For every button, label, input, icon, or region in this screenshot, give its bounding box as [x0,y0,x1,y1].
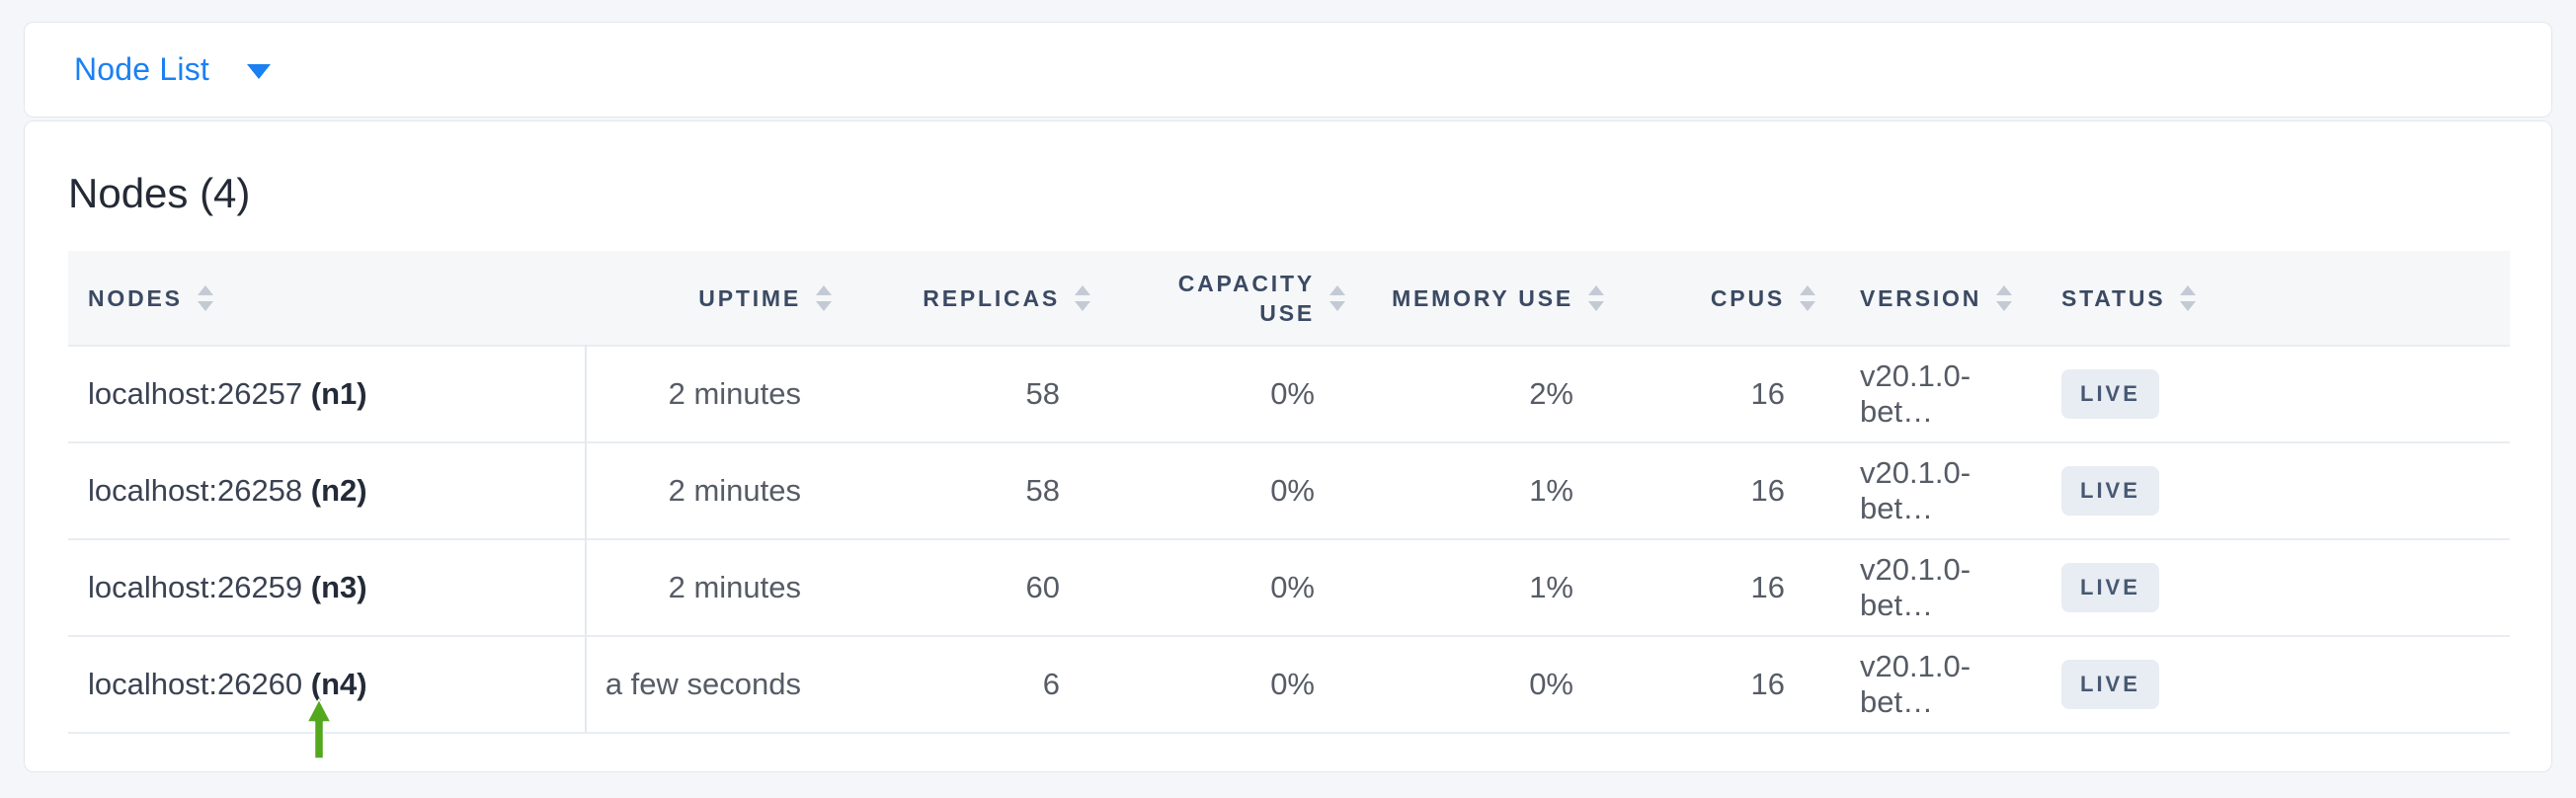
node-address: localhost:26260 [88,667,303,701]
sort-icon [1329,284,1345,311]
node-name: (n1) [310,376,367,411]
column-header-version[interactable]: VERSION [1840,251,2038,346]
replicas-cell: 60 [856,538,1115,636]
column-header-memory-use[interactable]: MEMORY USE [1370,251,1629,346]
sort-icon [1800,284,1815,311]
node-name: (n3) [310,570,367,604]
capacity-use-cell: 0% [1115,345,1370,442]
sort-icon [197,284,213,311]
replicas-cell: 6 [856,635,1115,734]
sort-icon [1588,284,1604,311]
column-header-cpus[interactable]: CPUS [1629,251,1840,346]
sort-icon [2180,284,2197,311]
sort-icon [1996,284,2013,311]
column-header-uptime[interactable]: UPTIME [586,251,856,346]
node-address-cell[interactable]: localhost:26260 (n4) [68,635,587,734]
status-badge: LIVE [2061,563,2159,612]
column-header-status[interactable]: STATUS [2038,251,2510,346]
table-row: localhost:26259 (n3) 2 minutes 60 0% 1% … [68,538,2510,636]
replicas-cell: 58 [856,345,1115,442]
memory-use-cell: 1% [1370,441,1629,539]
table-row: localhost:26260 (n4) a few seconds 6 0% … [68,635,2510,734]
version-cell: v20.1.0-bet… [1840,441,2038,539]
uptime-cell: 2 minutes [586,538,856,636]
version-cell: v20.1.0-bet… [1840,345,2038,442]
replicas-cell: 58 [856,441,1115,539]
status-cell: LIVE [2038,345,2510,442]
memory-use-cell: 1% [1370,538,1629,636]
nodes-card: Nodes (4) NODES UPTIME [24,120,2552,772]
cpus-cell: 16 [1629,345,1840,442]
cpus-cell: 16 [1629,441,1840,539]
view-selector-label: Node List [74,51,209,87]
node-address: localhost:26257 [88,376,303,411]
node-address: localhost:26258 [88,473,303,508]
status-badge: LIVE [2061,660,2159,709]
table-row: localhost:26258 (n2) 2 minutes 58 0% 1% … [68,441,2510,539]
sort-icon [816,284,832,311]
status-badge: LIVE [2061,466,2159,516]
capacity-use-cell: 0% [1115,538,1370,636]
page-title: Nodes (4) [68,170,251,216]
node-name: (n2) [310,473,367,508]
view-selector-dropdown[interactable]: Node List [24,22,2552,118]
sort-icon [1075,284,1090,311]
caret-down-icon [247,64,271,79]
memory-use-cell: 0% [1370,635,1629,734]
node-address-cell[interactable]: localhost:26257 (n1) [68,345,587,442]
cpus-cell: 16 [1629,635,1840,734]
version-cell: v20.1.0-bet… [1840,538,2038,636]
node-address-cell[interactable]: localhost:26259 (n3) [68,538,587,636]
nodes-table: NODES UPTIME REPLICAS [68,251,2510,734]
table-row: localhost:26257 (n1) 2 minutes 58 0% 2% … [68,345,2510,442]
uptime-cell: 2 minutes [586,441,856,539]
capacity-use-cell: 0% [1115,441,1370,539]
uptime-cell: 2 minutes [586,345,856,442]
column-header-nodes[interactable]: NODES [68,251,586,346]
column-header-capacity-use[interactable]: CAPACITY USE [1115,251,1370,346]
status-cell: LIVE [2038,538,2510,636]
node-address: localhost:26259 [88,570,303,604]
node-name: (n4) [310,667,367,701]
uptime-cell: a few seconds [586,635,856,734]
status-badge: LIVE [2061,369,2159,419]
cpus-cell: 16 [1629,538,1840,636]
annotation-arrow-up-icon [306,698,332,759]
status-cell: LIVE [2038,635,2510,734]
table-header-row: NODES UPTIME REPLICAS [68,251,2510,346]
node-address-cell[interactable]: localhost:26258 (n2) [68,441,587,539]
column-header-replicas[interactable]: REPLICAS [856,251,1115,346]
memory-use-cell: 2% [1370,345,1629,442]
capacity-use-cell: 0% [1115,635,1370,734]
version-cell: v20.1.0-bet… [1840,635,2038,734]
status-cell: LIVE [2038,441,2510,539]
